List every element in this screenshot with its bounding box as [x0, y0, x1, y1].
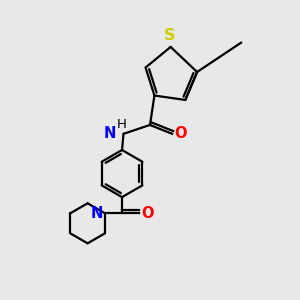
Text: O: O [174, 126, 187, 141]
Text: O: O [142, 206, 154, 221]
Text: N: N [104, 126, 116, 141]
Text: N: N [91, 206, 104, 221]
Text: H: H [117, 118, 127, 131]
Text: S: S [164, 28, 175, 44]
